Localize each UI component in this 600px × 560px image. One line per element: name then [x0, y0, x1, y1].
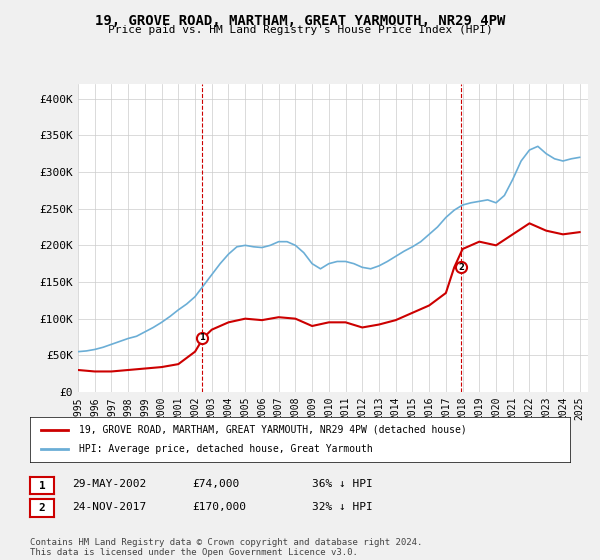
Text: Price paid vs. HM Land Registry's House Price Index (HPI): Price paid vs. HM Land Registry's House …: [107, 25, 493, 35]
Text: 19, GROVE ROAD, MARTHAM, GREAT YARMOUTH, NR29 4PW (detached house): 19, GROVE ROAD, MARTHAM, GREAT YARMOUTH,…: [79, 424, 466, 435]
Text: 1: 1: [199, 333, 205, 342]
Text: 32% ↓ HPI: 32% ↓ HPI: [312, 502, 373, 512]
Text: 2: 2: [38, 503, 46, 513]
Text: 19, GROVE ROAD, MARTHAM, GREAT YARMOUTH, NR29 4PW: 19, GROVE ROAD, MARTHAM, GREAT YARMOUTH,…: [95, 14, 505, 28]
Text: £74,000: £74,000: [192, 479, 239, 489]
Text: 24-NOV-2017: 24-NOV-2017: [72, 502, 146, 512]
Text: HPI: Average price, detached house, Great Yarmouth: HPI: Average price, detached house, Grea…: [79, 445, 373, 455]
Text: 1: 1: [38, 480, 46, 491]
Text: 2: 2: [458, 263, 464, 272]
Text: 36% ↓ HPI: 36% ↓ HPI: [312, 479, 373, 489]
Text: £170,000: £170,000: [192, 502, 246, 512]
Text: Contains HM Land Registry data © Crown copyright and database right 2024.
This d: Contains HM Land Registry data © Crown c…: [30, 538, 422, 557]
Text: 29-MAY-2002: 29-MAY-2002: [72, 479, 146, 489]
